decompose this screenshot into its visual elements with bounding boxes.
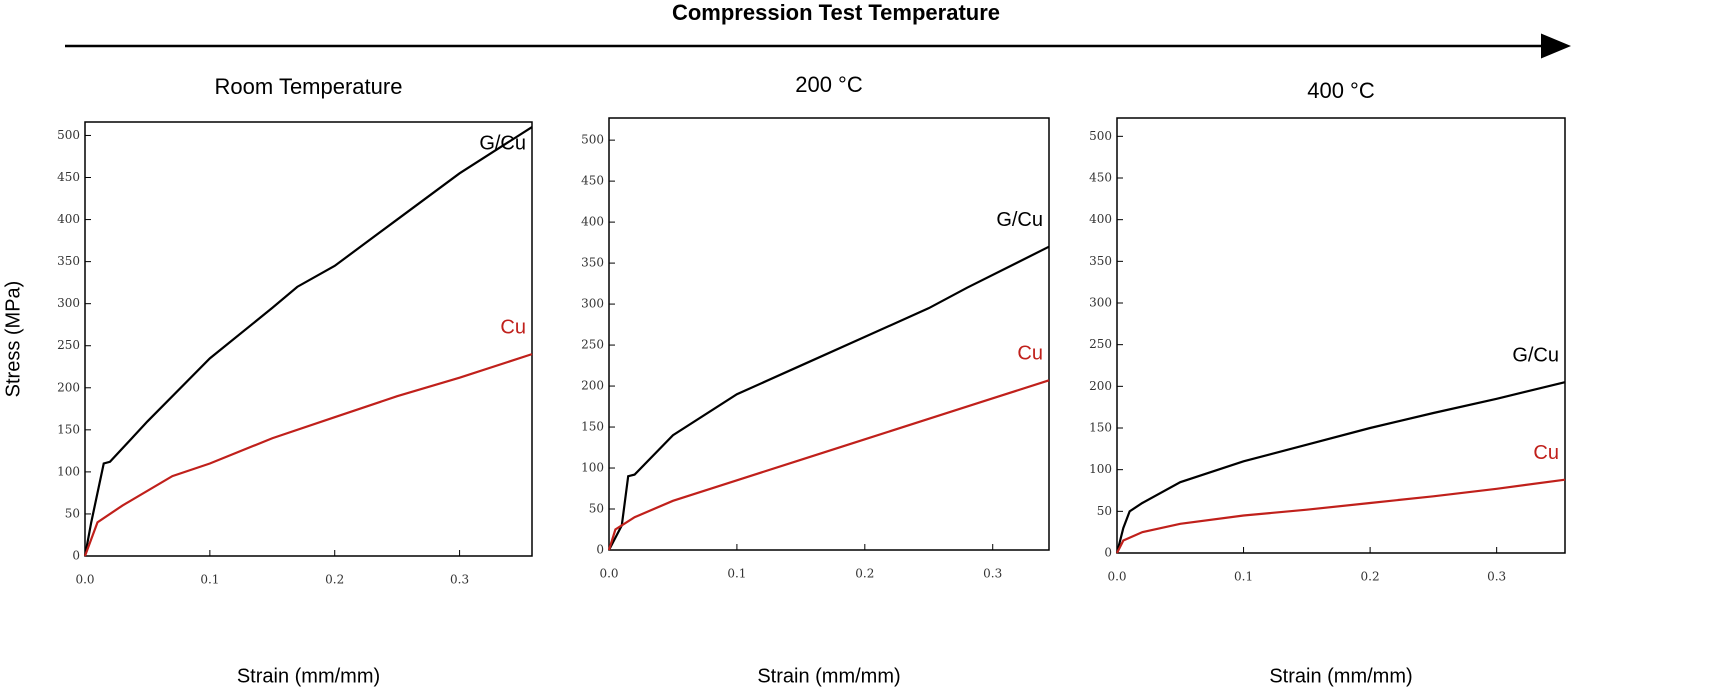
x-tick-label: 0.0 — [1107, 570, 1126, 584]
panel-title: 400 °C — [1307, 78, 1375, 103]
y-tick-label: 250 — [581, 338, 604, 352]
series-label: G/Cu — [479, 132, 526, 154]
plot-frame — [608, 117, 1050, 551]
y-tick-label: 250 — [1089, 337, 1112, 351]
y-tick-label: 350 — [1089, 254, 1112, 268]
figure-title: Compression Test Temperature — [672, 0, 1000, 25]
series-label: Cu — [500, 316, 526, 338]
y-tick-label: 100 — [57, 464, 80, 478]
x-tick-label: 0.2 — [1361, 570, 1380, 584]
y-tick-label: 450 — [1089, 171, 1112, 185]
x-tick-label: 0.0 — [75, 573, 94, 587]
y-tick-label: 400 — [1089, 212, 1112, 226]
series-line — [608, 245, 1050, 551]
series-label: G/Cu — [1512, 344, 1559, 366]
y-tick-label: 450 — [581, 174, 604, 188]
x-tick-label: 0.1 — [1234, 570, 1253, 584]
y-tick-label: 500 — [1089, 129, 1112, 143]
x-tick-label: 0.3 — [983, 567, 1002, 581]
x-axis-label: Strain (mm/mm) — [1269, 665, 1412, 687]
y-tick-label: 350 — [581, 256, 604, 270]
y-tick-label: 50 — [65, 506, 80, 520]
plot-frame — [1116, 117, 1566, 554]
x-tick-label: 0.2 — [855, 567, 874, 581]
series-line — [1115, 381, 1566, 554]
x-axis-label: Strain (mm/mm) — [757, 665, 900, 687]
series-line — [83, 353, 533, 557]
y-tick-label: 50 — [589, 502, 604, 516]
y-tick-label: 150 — [57, 422, 80, 436]
x-tick-label: 0.3 — [450, 573, 469, 587]
panel-title: 200 °C — [795, 72, 863, 97]
plot-frame — [84, 121, 533, 557]
x-axis-label: Strain (mm/mm) — [237, 665, 380, 687]
y-tick-label: 150 — [1089, 421, 1112, 435]
y-tick-label: 200 — [57, 380, 80, 394]
y-tick-label: 0 — [72, 549, 80, 563]
panel-title: Room Temperature — [215, 74, 403, 99]
y-tick-label: 450 — [57, 170, 80, 184]
x-tick-label: 0.0 — [599, 567, 618, 581]
series-label: Cu — [1533, 442, 1559, 464]
y-tick-label: 200 — [1089, 379, 1112, 393]
y-tick-label: 500 — [581, 133, 604, 147]
y-tick-label: 250 — [57, 338, 80, 352]
x-tick-label: 0.1 — [727, 567, 746, 581]
y-tick-label: 0 — [596, 543, 604, 557]
y-tick-label: 400 — [57, 212, 80, 226]
y-tick-label: 200 — [581, 379, 604, 393]
x-tick-label: 0.1 — [200, 573, 219, 587]
y-tick-label: 100 — [581, 461, 604, 475]
series-line — [607, 379, 1050, 551]
y-tick-label: 300 — [1089, 296, 1112, 310]
y-tick-label: 300 — [581, 297, 604, 311]
y-tick-label: 100 — [1089, 462, 1112, 476]
series-line — [83, 126, 533, 557]
series-line — [1116, 478, 1566, 554]
x-tick-label: 0.2 — [325, 573, 344, 587]
x-tick-label: 0.3 — [1487, 570, 1506, 584]
series-label: G/Cu — [996, 209, 1043, 231]
y-axis-label: Stress (MPa) — [2, 281, 24, 398]
y-tick-label: 50 — [1097, 504, 1112, 518]
y-tick-label: 350 — [57, 254, 80, 268]
y-tick-label: 500 — [57, 128, 80, 142]
series-label: Cu — [1017, 343, 1043, 365]
y-tick-label: 300 — [57, 296, 80, 310]
y-tick-label: 0 — [1104, 546, 1112, 560]
y-tick-label: 150 — [581, 420, 604, 434]
y-tick-label: 400 — [581, 215, 604, 229]
